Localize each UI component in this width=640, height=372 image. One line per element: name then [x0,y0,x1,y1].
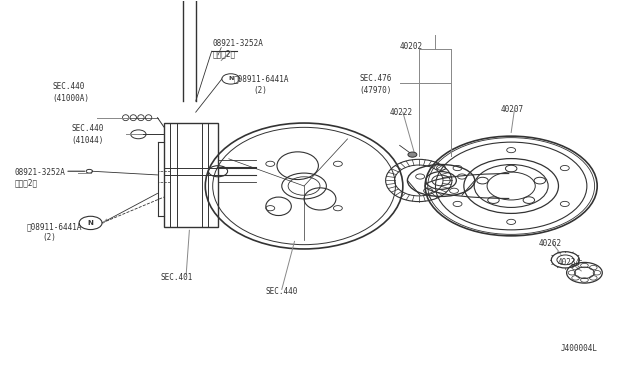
Text: ⓝ08911-6441A: ⓝ08911-6441A [27,222,83,231]
Text: 08921-3252A: 08921-3252A [14,168,65,177]
Text: N: N [228,76,234,81]
Text: (41044): (41044) [72,137,104,145]
Text: ピン（2）: ピン（2） [213,49,236,58]
Text: (2): (2) [42,233,56,242]
Text: (2): (2) [253,86,267,94]
Text: J400004L: J400004L [560,344,597,353]
Text: 40262: 40262 [539,239,562,248]
Text: 40234: 40234 [557,258,581,267]
Text: N: N [88,219,93,225]
Text: SEC.440: SEC.440 [52,82,84,91]
Text: (41000A): (41000A) [52,94,90,103]
Text: ⓝ08911-6441A: ⓝ08911-6441A [234,74,289,83]
Text: 08921-3252A: 08921-3252A [213,39,264,48]
Text: SEC.401: SEC.401 [161,273,193,282]
Text: 40222: 40222 [390,108,413,117]
Text: SEC.440: SEC.440 [72,124,104,133]
Text: SEC.440: SEC.440 [266,287,298,296]
Text: 40207: 40207 [500,105,524,114]
Circle shape [408,152,417,157]
Text: SEC.476: SEC.476 [360,74,392,83]
Text: ピン（2）: ピン（2） [14,179,37,187]
Text: 40202: 40202 [399,42,423,51]
Text: (47970): (47970) [360,86,392,94]
